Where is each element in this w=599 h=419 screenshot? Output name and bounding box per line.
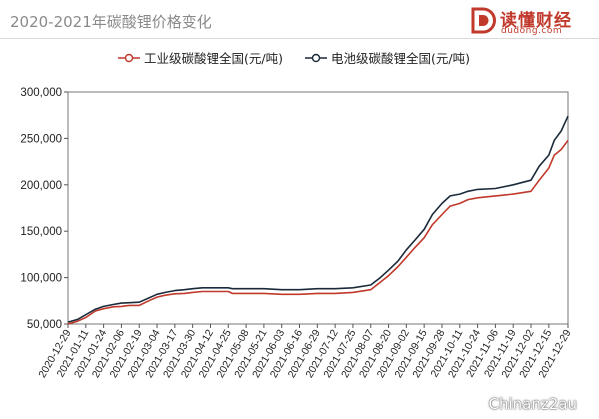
industrial-grade-series-line bbox=[67, 139, 569, 325]
brand-name: 读懂财经 bbox=[500, 11, 572, 31]
legend-label-industrial: 工业级碳酸锂全国(元/吨) bbox=[144, 51, 283, 66]
brand-domain: dudong.com bbox=[501, 26, 563, 36]
legend-marker-industrial bbox=[124, 53, 134, 63]
y-tick-label: 150,000 bbox=[20, 226, 62, 238]
price-line-chart: 50,000 100,000 150,000 200,000 250,000 300,00… bbox=[20, 51, 573, 380]
y-tick-label: 250,000 bbox=[20, 133, 62, 145]
header-divider bbox=[0, 38, 599, 39]
y-tick-label: 100,000 bbox=[20, 273, 62, 285]
y-tick-label: 50,000 bbox=[27, 319, 62, 331]
brand-logo: 读懂财经 dudong.com bbox=[470, 4, 595, 38]
brand-d-icon bbox=[471, 7, 496, 34]
watermark-text: Chinanz2au bbox=[488, 395, 577, 413]
legend-marker-battery bbox=[311, 53, 321, 63]
legend-label-battery: 电池级碳酸锂全国(元/吨) bbox=[331, 51, 470, 66]
battery-grade-series-line bbox=[67, 115, 569, 323]
plot-frame bbox=[67, 91, 569, 325]
page-title: 2020-2021年碳酸锂价格变化 bbox=[10, 13, 212, 31]
y-tick-label: 300,000 bbox=[20, 87, 62, 99]
y-tick-label: 200,000 bbox=[20, 180, 62, 192]
